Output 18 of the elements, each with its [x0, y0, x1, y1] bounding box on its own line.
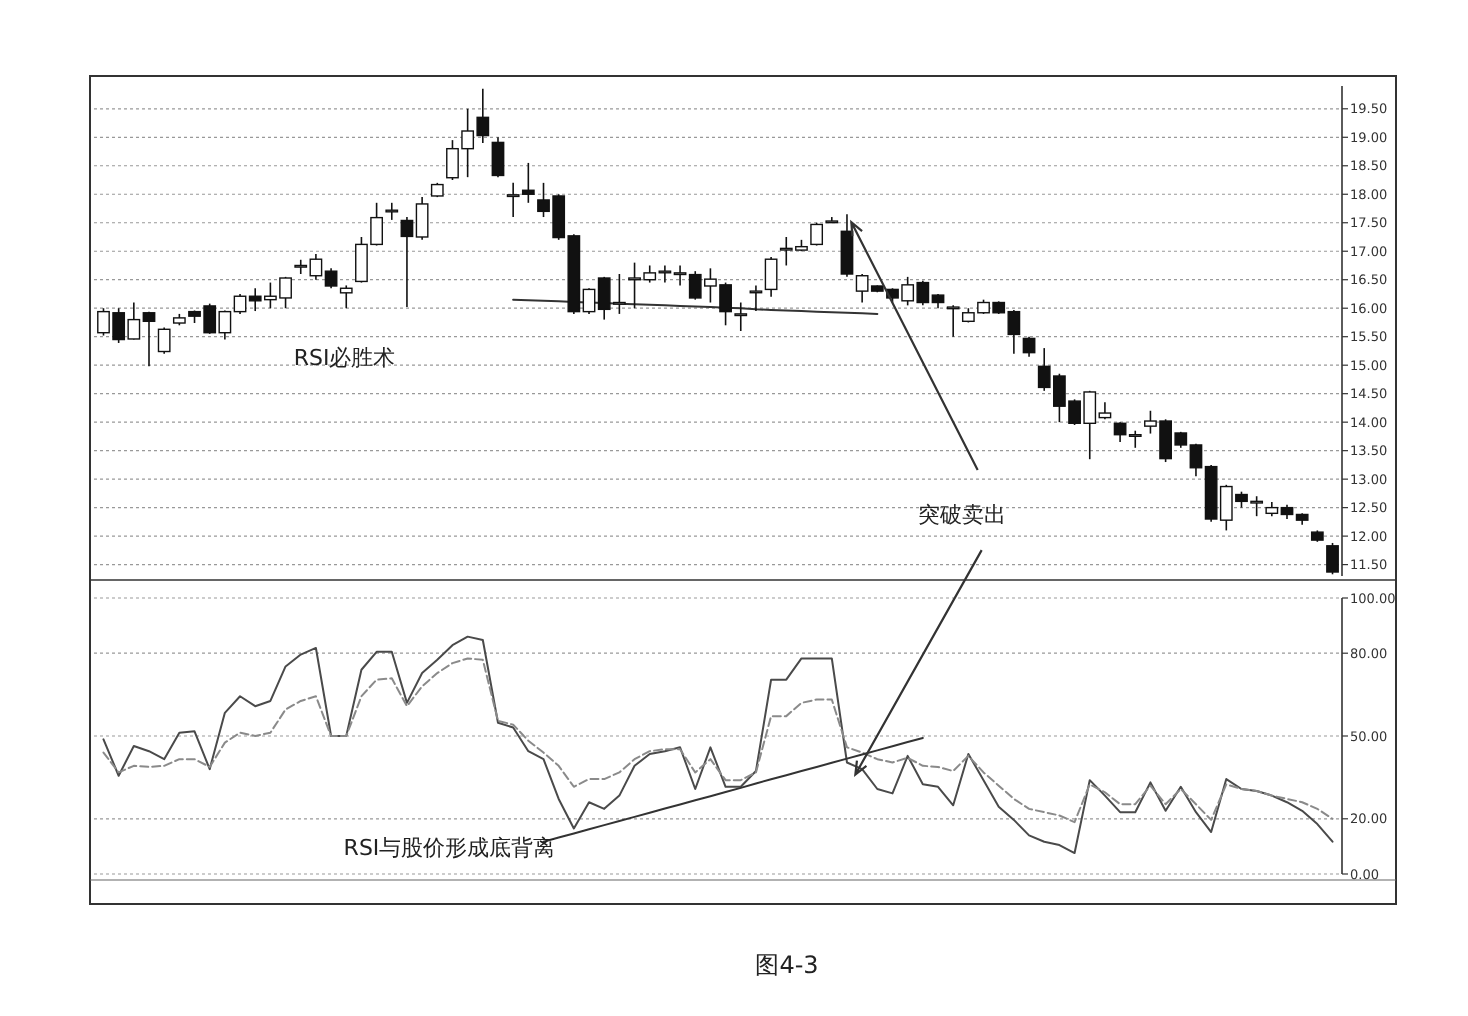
candlestick [1326, 542, 1339, 576]
candlestick [764, 256, 778, 298]
annotation: 突破卖出 [917, 502, 1006, 529]
candlestick [749, 284, 763, 312]
candlestick [157, 326, 171, 355]
candlestick [385, 202, 399, 221]
line-series [102, 657, 1334, 824]
candlestick [810, 221, 824, 247]
candlestick [491, 136, 505, 178]
candlestick [734, 301, 748, 332]
caption: 图4-3 [755, 951, 819, 980]
candlestick [1022, 335, 1036, 358]
annotation: RSI与股价形成底背离 [343, 834, 556, 861]
candlestick [946, 304, 960, 338]
annotation: RSI必胜术 [293, 345, 396, 372]
candlestick [840, 213, 854, 278]
candlestick [339, 284, 353, 310]
line-series [102, 635, 1334, 855]
